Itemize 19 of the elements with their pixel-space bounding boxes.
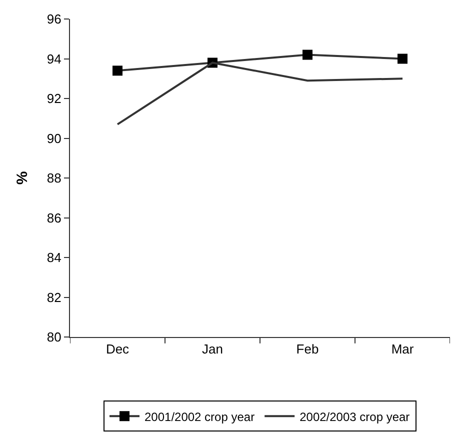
y-tick-label: 84 (46, 250, 62, 266)
legend-label: 2002/2003 crop year (300, 410, 410, 424)
y-tick-label: 92 (46, 91, 62, 106)
y-tick-label: 90 (46, 130, 62, 146)
x-tick-label: Feb (296, 342, 319, 357)
y-tick-label: 80 (46, 330, 62, 345)
y-axis-title: % (14, 171, 32, 185)
x-tick-label: Dec (106, 342, 130, 357)
y-tick-label: 94 (46, 51, 62, 66)
y-tick-label: 96 (46, 12, 62, 27)
x-tick-label: Mar (391, 342, 414, 357)
point (302, 50, 312, 60)
y-tick-label: 82 (46, 290, 62, 305)
point (398, 54, 408, 64)
legend-label: 2001/2002 crop year (144, 410, 255, 424)
x-tick-label: Jan (202, 342, 223, 357)
y-tick-label: 88 (46, 170, 62, 186)
y-tick-label: 86 (46, 210, 62, 226)
point (112, 66, 122, 76)
